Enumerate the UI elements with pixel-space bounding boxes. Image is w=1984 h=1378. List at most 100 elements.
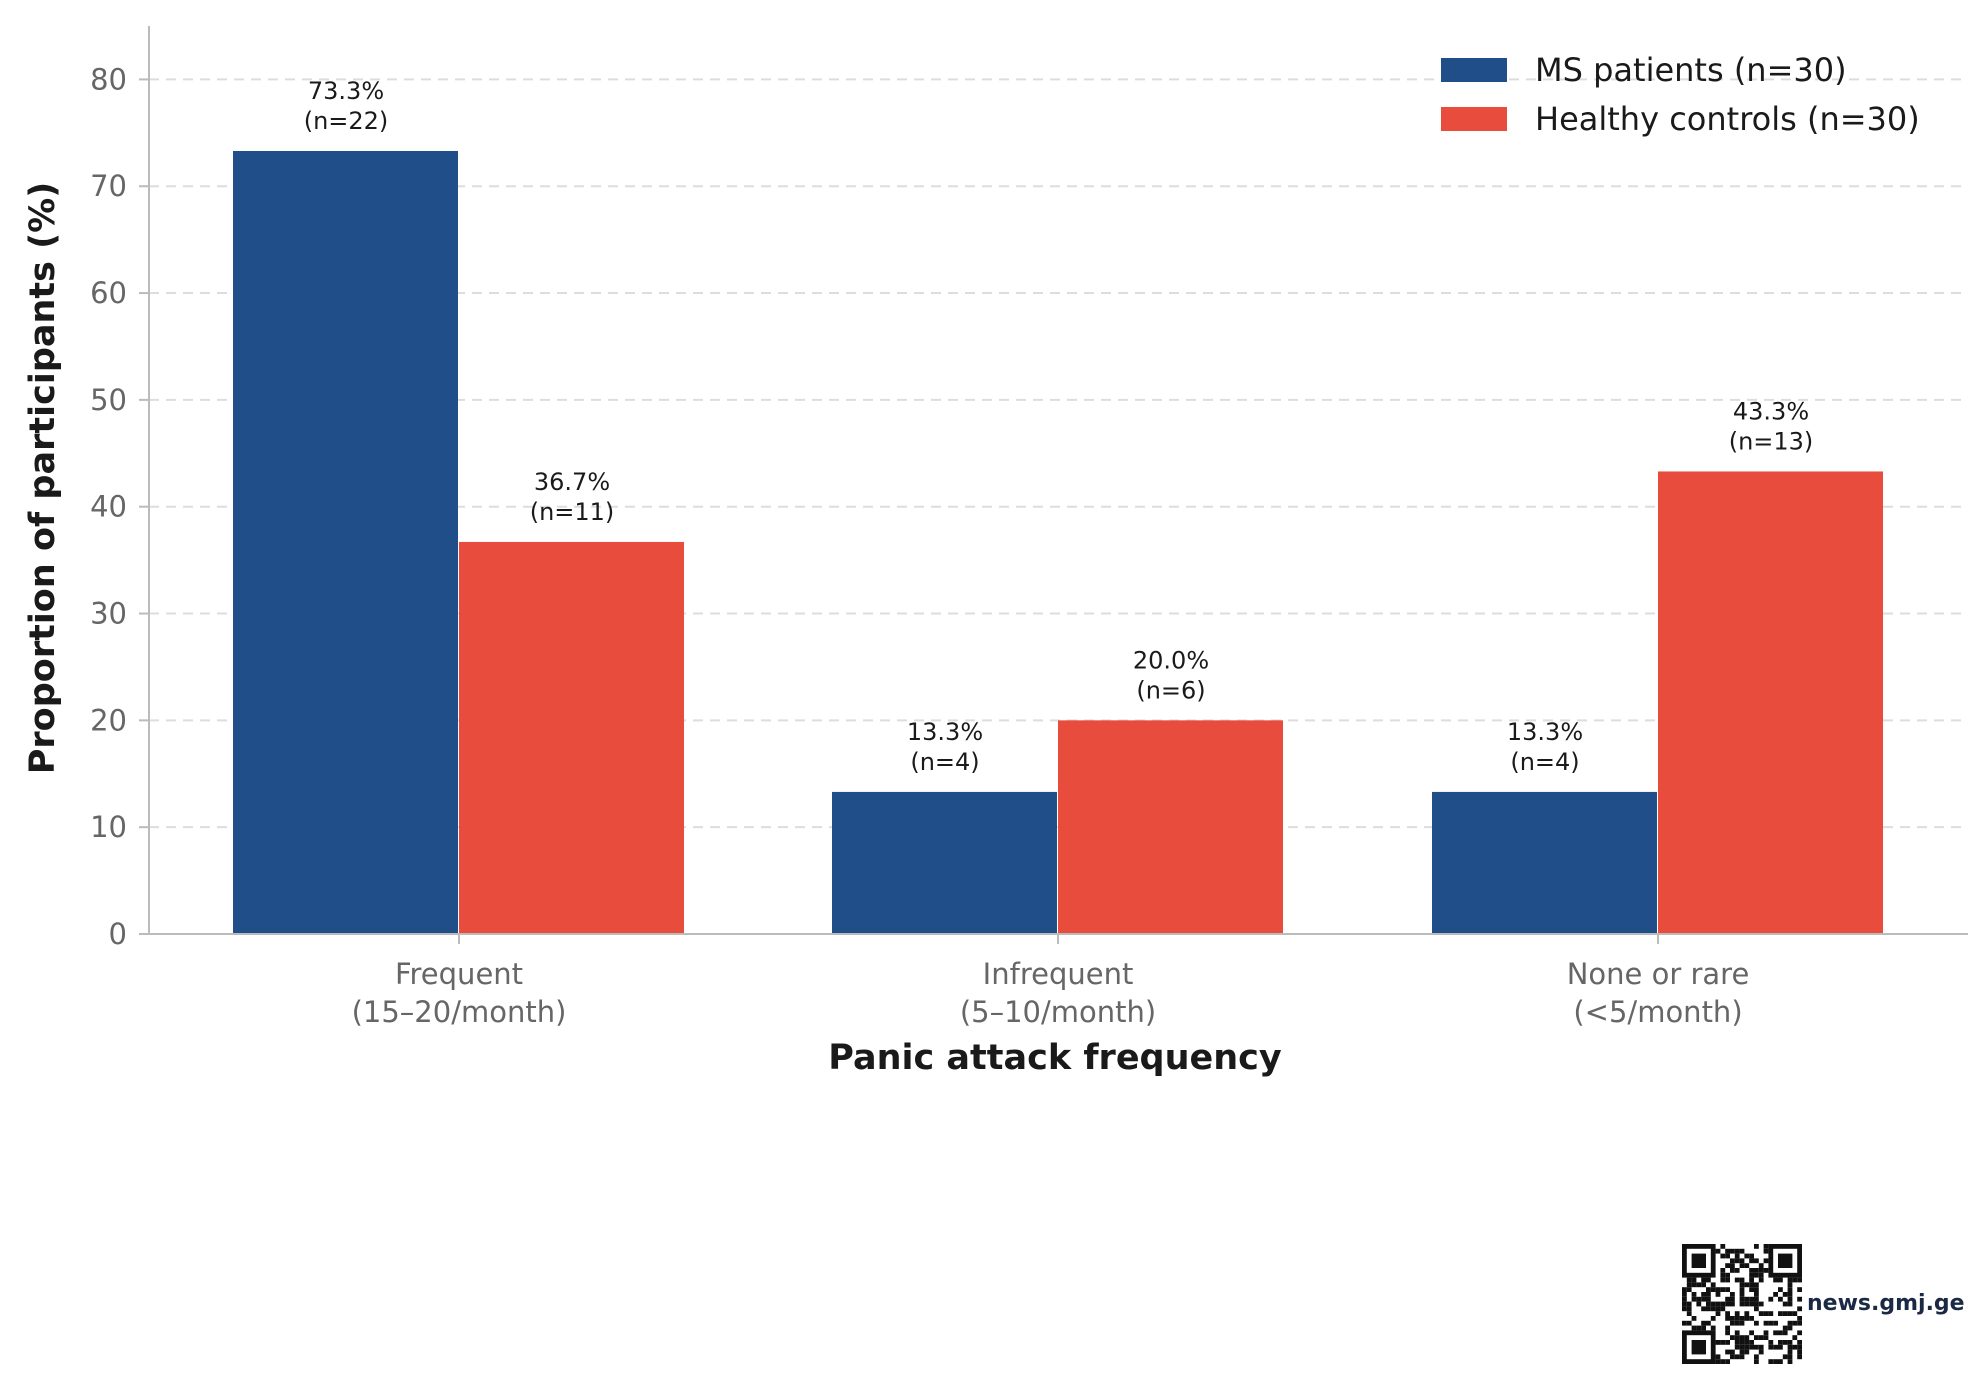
qr-module xyxy=(1754,1287,1759,1292)
qr-module xyxy=(1720,1301,1726,1307)
qr-finder-core xyxy=(1691,1253,1706,1268)
qr-module xyxy=(1734,1330,1740,1336)
qr-module xyxy=(1715,1306,1721,1312)
qr-module xyxy=(1744,1263,1750,1268)
qr-module xyxy=(1758,1311,1764,1316)
y-tick-label: 80 xyxy=(90,62,127,96)
qr-module xyxy=(1701,1282,1706,1288)
qr-module xyxy=(1797,1296,1802,1302)
qr-module xyxy=(1754,1335,1759,1340)
qr-module xyxy=(1720,1268,1726,1273)
bar-value-label: 73.3% (n=22) xyxy=(304,77,389,135)
qr-module xyxy=(1715,1354,1721,1360)
qr-module xyxy=(1725,1287,1730,1292)
bars xyxy=(233,150,1883,935)
qr-module xyxy=(1706,1287,1711,1292)
qr-module xyxy=(1734,1277,1740,1283)
qr-module xyxy=(1730,1349,1735,1355)
qr-module xyxy=(1782,1325,1788,1331)
qr-module xyxy=(1720,1359,1726,1364)
qr-module xyxy=(1739,1301,1745,1307)
x-tick-label: None or rare (<5/month) xyxy=(1567,957,1750,1029)
qr-module xyxy=(1701,1296,1706,1302)
qr-module xyxy=(1739,1287,1745,1292)
qr-module xyxy=(1686,1311,1692,1316)
qr-module xyxy=(1682,1296,1687,1302)
qr-module xyxy=(1730,1335,1735,1340)
qr-module xyxy=(1739,1340,1745,1345)
footer: news.gmj.ge xyxy=(1682,1244,1965,1364)
qr-module xyxy=(1749,1330,1754,1336)
qr-module xyxy=(1749,1253,1754,1259)
qr-module xyxy=(1725,1301,1730,1307)
qr-module xyxy=(1778,1359,1783,1364)
qr-module xyxy=(1763,1244,1769,1249)
qr-module xyxy=(1715,1311,1721,1316)
qr-module xyxy=(1691,1296,1697,1302)
qr-module xyxy=(1744,1316,1750,1321)
bar xyxy=(1058,720,1283,934)
qr-module xyxy=(1792,1277,1798,1283)
qr-module xyxy=(1734,1248,1740,1254)
qr-module xyxy=(1730,1248,1735,1254)
bar xyxy=(459,541,684,934)
qr-module xyxy=(1797,1320,1802,1326)
qr-module xyxy=(1754,1272,1759,1278)
qr-module xyxy=(1686,1301,1692,1307)
qr-module xyxy=(1706,1301,1711,1307)
qr-module xyxy=(1782,1301,1788,1307)
qr-module xyxy=(1754,1296,1759,1302)
qr-module xyxy=(1754,1282,1759,1288)
qr-module xyxy=(1691,1292,1697,1297)
qr-module xyxy=(1754,1268,1759,1273)
qr-module xyxy=(1734,1258,1740,1264)
qr-module xyxy=(1696,1282,1702,1288)
qr-module xyxy=(1720,1253,1726,1259)
qr-module xyxy=(1734,1335,1740,1340)
y-tick-label: 30 xyxy=(90,597,127,631)
qr-module xyxy=(1696,1325,1702,1331)
qr-module xyxy=(1744,1253,1750,1259)
qr-module xyxy=(1773,1359,1778,1364)
qr-module xyxy=(1739,1277,1745,1283)
qr-module xyxy=(1787,1311,1793,1316)
qr-module xyxy=(1749,1268,1754,1273)
qr-module xyxy=(1758,1344,1764,1350)
qr-module xyxy=(1749,1258,1754,1264)
qr-module xyxy=(1686,1277,1692,1283)
qr-module xyxy=(1782,1330,1788,1336)
bar xyxy=(1432,791,1657,934)
qr-module xyxy=(1710,1301,1716,1307)
legend-label: MS patients (n=30) xyxy=(1535,51,1847,89)
qr-module xyxy=(1744,1349,1750,1355)
qr-module xyxy=(1797,1287,1802,1292)
x-tick-label: Infrequent (5–10/month) xyxy=(960,957,1156,1029)
qr-module xyxy=(1787,1292,1793,1297)
qr-module xyxy=(1749,1296,1754,1302)
qr-module xyxy=(1734,1340,1740,1345)
qr-module xyxy=(1744,1282,1750,1288)
qr-module xyxy=(1768,1311,1774,1316)
qr-module xyxy=(1725,1296,1730,1302)
qr-module xyxy=(1763,1335,1769,1340)
qr-module xyxy=(1725,1263,1730,1268)
qr-module xyxy=(1739,1248,1745,1254)
y-tick-label: 50 xyxy=(90,383,127,417)
qr-module xyxy=(1691,1325,1697,1331)
qr-module xyxy=(1773,1320,1778,1326)
legend-label: Healthy controls (n=30) xyxy=(1535,100,1920,138)
qr-module xyxy=(1754,1244,1759,1249)
qr-module xyxy=(1754,1344,1759,1350)
qr-module xyxy=(1710,1306,1716,1312)
qr-module xyxy=(1797,1344,1802,1350)
qr-module xyxy=(1682,1306,1687,1312)
qr-module xyxy=(1682,1301,1687,1307)
qr-module xyxy=(1686,1306,1692,1312)
qr-module xyxy=(1725,1253,1730,1259)
qr-module xyxy=(1710,1316,1716,1321)
qr-module xyxy=(1734,1311,1740,1316)
qr-module xyxy=(1725,1311,1730,1316)
qr-module xyxy=(1686,1320,1692,1326)
qr-module xyxy=(1782,1311,1788,1316)
qr-module xyxy=(1730,1301,1735,1307)
